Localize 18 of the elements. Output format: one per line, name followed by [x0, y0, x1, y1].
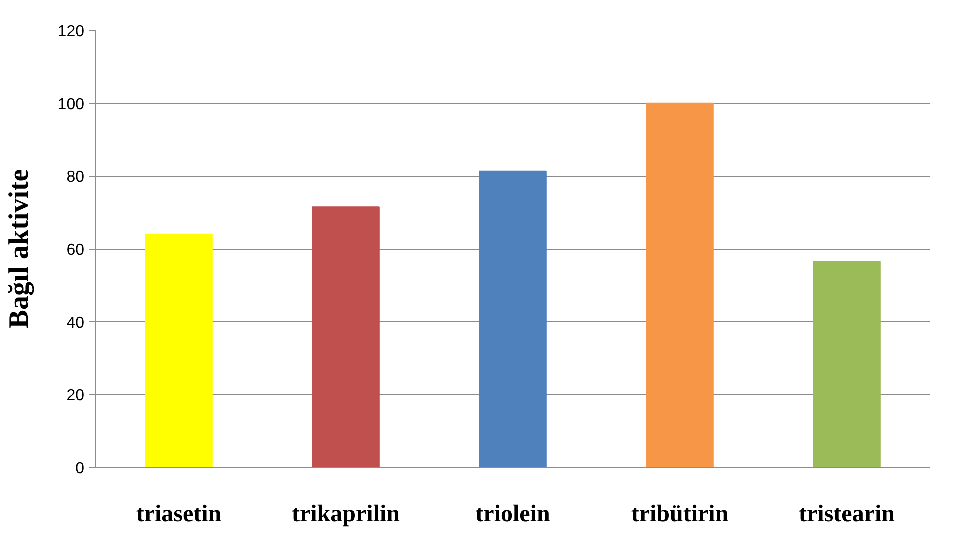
bar — [312, 206, 380, 468]
y-tick-label: 0 — [76, 460, 85, 478]
y-tick-label: 100 — [58, 96, 85, 114]
x-tick-label: trikaprilin — [292, 502, 400, 528]
x-tick-label: triolein — [476, 502, 550, 528]
x-tick-label: tribütirin — [631, 502, 729, 528]
y-tick-label: 120 — [58, 24, 85, 40]
bar — [646, 102, 714, 468]
y-tick-label: 40 — [66, 314, 85, 332]
x-tick-label: tristearin — [799, 502, 895, 528]
bar — [813, 261, 881, 468]
y-axis-title: Bağıl aktivite — [4, 169, 35, 329]
y-tick-label: 60 — [66, 242, 85, 259]
y-tick-label: 80 — [66, 169, 85, 186]
y-tick-label: 20 — [66, 388, 85, 405]
bar — [479, 170, 547, 468]
bar — [145, 234, 213, 468]
x-tick-label: triasetin — [136, 502, 222, 528]
